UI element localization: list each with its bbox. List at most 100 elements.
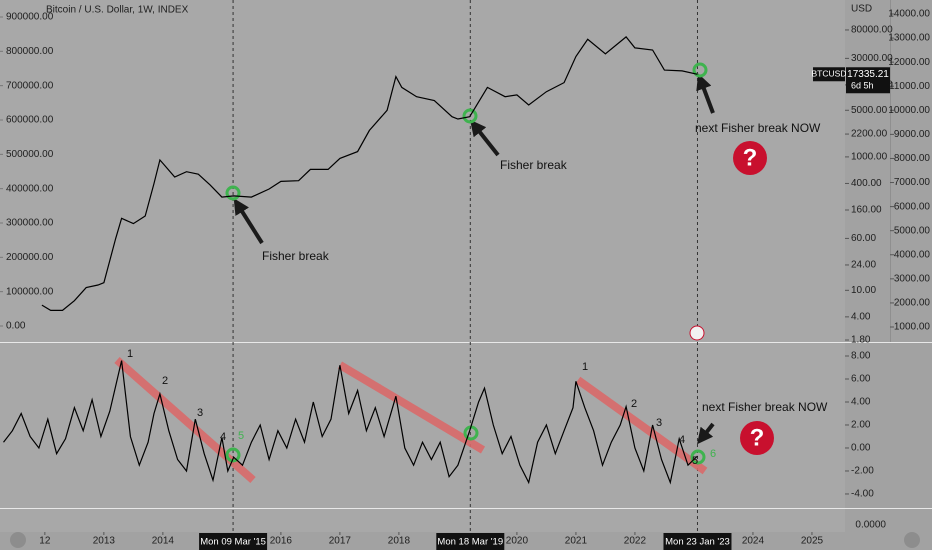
y2-tick-label: 800000.00 (6, 46, 54, 57)
x-tick-label: 2016 (270, 536, 293, 547)
y3-tick-label: 3000.00 (894, 273, 931, 284)
annotation: 3 (197, 407, 203, 419)
y-tick-label: 160.00 (851, 205, 882, 216)
circle (692, 62, 708, 78)
y3-tick-label: 14000.00 (888, 9, 930, 20)
date-marker-label: Mon 09 Mar '15 (200, 537, 266, 548)
price-tag-bg (813, 67, 845, 82)
x-tick-label: 2021 (565, 536, 588, 547)
y3-tick-label: 5000.00 (894, 225, 931, 236)
annotation: 5 (692, 455, 698, 467)
y2-tick-label: 600000.00 (6, 115, 54, 126)
price-tag (846, 67, 890, 94)
y-tick-label: 1.80 (851, 335, 871, 346)
y-tick-label: 5000.00 (851, 105, 888, 116)
x-tick-label: 2014 (152, 536, 175, 547)
annotation: 5 (238, 430, 244, 442)
y2-tick-label: 300000.00 (6, 218, 54, 229)
annotation: next Fisher break NOW (695, 121, 821, 135)
y3-tick-label: 12000.00 (888, 57, 930, 68)
y-tick-label: 30000.00 (851, 53, 893, 64)
y3-tick-label: 10000.00 (888, 105, 930, 116)
price-tag-name: BTCUSD (812, 69, 847, 79)
corner-icon (904, 532, 920, 548)
date-marker-box (663, 533, 732, 550)
y-tick-label: 4.00 (851, 397, 871, 408)
y2-tick-label: 900000.00 (6, 12, 54, 23)
y-tick-label: 2.00 (851, 420, 871, 431)
y-tick-label: 0.00 (851, 443, 871, 454)
y-axis-unit: USD (851, 4, 872, 15)
x-tick-label: 2022 (624, 536, 647, 547)
y-tick-label: 400.00 (851, 178, 882, 189)
y-tick-label: 0.0000 (855, 520, 886, 531)
circle (690, 449, 706, 465)
x-tick-label: 2017 (329, 536, 352, 547)
x-tick-label: 2013 (93, 536, 116, 547)
annotation: 2 (162, 375, 168, 387)
price-line (3, 360, 698, 485)
y3-tick-label: 4000.00 (894, 249, 931, 260)
y3-tick-label: 1000.00 (894, 322, 931, 333)
price-tag-countdown: 6d 5h (851, 81, 874, 91)
y-tick-label: -4.00 (851, 489, 874, 500)
trendline (337, 361, 486, 454)
y2-tick-label: 0.00 (6, 321, 26, 332)
annotation: next Fisher break NOW (702, 400, 828, 414)
y3-tick-label: 13000.00 (888, 33, 930, 44)
question-mark: ? (743, 144, 758, 171)
x-tick-label: 2020 (506, 536, 529, 547)
date-marker-label: Mon 23 Jan '23 (665, 537, 730, 548)
arrow (696, 73, 715, 114)
y-tick-label: -2.00 (851, 466, 874, 477)
date-marker-box (436, 533, 505, 550)
y-tick-label: 6.00 (851, 374, 871, 385)
chart-title: Bitcoin / U.S. Dollar, 1W, INDEX (46, 5, 189, 16)
alert-icon (689, 325, 705, 341)
y3-tick-label: 6000.00 (894, 201, 931, 212)
date-marker-label: Mon 18 Mar '19 (437, 537, 503, 548)
y-tick-label: 60.00 (851, 233, 876, 244)
y3-tick-label: 11000.00 (889, 81, 930, 92)
annotation: 1 (582, 361, 588, 373)
x-tick-label: 2024 (742, 536, 765, 547)
y-tick-label: 24.00 (851, 260, 876, 271)
y2-tick-label: 100000.00 (6, 286, 54, 297)
annotation: Fisher break (500, 158, 568, 172)
y-tick-label: 4.00 (851, 312, 871, 323)
y2-tick-label: 200000.00 (6, 252, 54, 263)
y3-tick-label: 7000.00 (894, 177, 931, 188)
annotation: 4 (220, 431, 226, 443)
y-tick-label: 2200.00 (851, 129, 888, 140)
price-line (41, 36, 698, 311)
price-tag-value: 17335.21 (847, 69, 889, 80)
question-icon (740, 421, 774, 455)
y2-tick-label: 500000.00 (6, 149, 54, 160)
plot-bg (0, 0, 845, 532)
x-tick-label: 12 (39, 536, 51, 547)
annotation: 3 (656, 417, 662, 429)
date-marker-box (199, 533, 268, 550)
arrow (233, 198, 264, 245)
y3-tick-label: 2000.00 (894, 298, 931, 309)
y-tick-label: 10.00 (851, 285, 876, 296)
y-tick-label: 80000.00 (851, 25, 893, 36)
question-mark: ? (750, 424, 765, 451)
annotation: 1 (127, 348, 133, 360)
arrow (697, 422, 715, 445)
y2-tick-label: 400000.00 (6, 183, 54, 194)
y-tick-label: 1000.00 (851, 152, 888, 163)
y2-tick-label: 700000.00 (6, 80, 54, 91)
x-tick-label: 2025 (801, 536, 824, 547)
trendline (575, 376, 708, 475)
circle (225, 447, 241, 463)
y3-tick-label: 9000.00 (894, 129, 931, 140)
annotation: 2 (631, 398, 637, 410)
y3-tick-label: 8000.00 (894, 153, 931, 164)
circle (462, 108, 478, 124)
y-tick-label: 8.00 (851, 351, 871, 362)
x-tick-label: 2018 (388, 536, 411, 547)
corner-icon (10, 532, 26, 548)
